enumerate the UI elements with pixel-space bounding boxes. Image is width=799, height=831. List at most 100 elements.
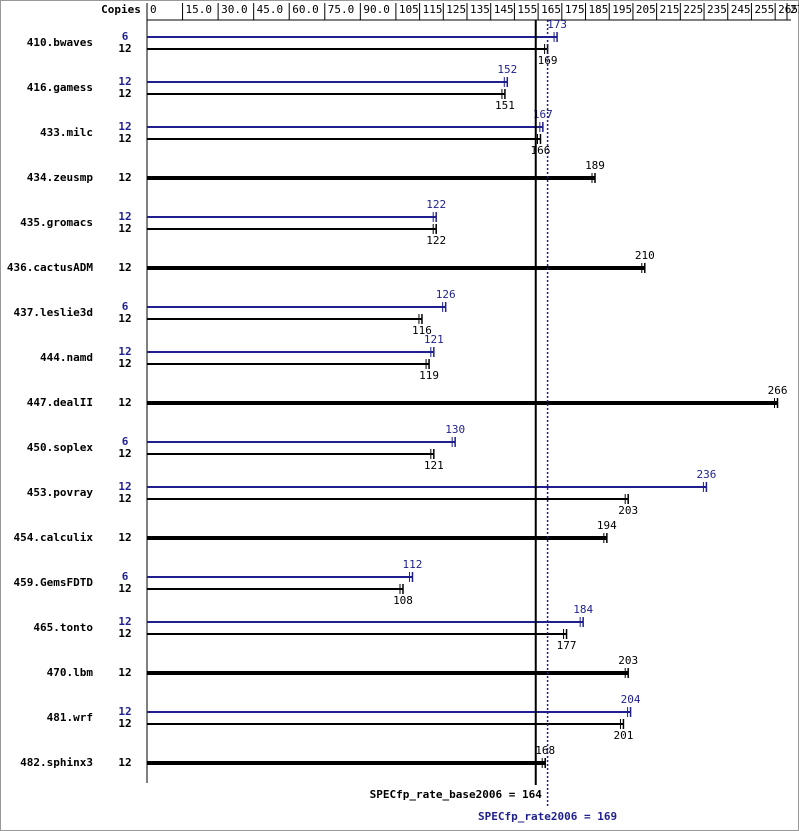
value-label: 184 (573, 603, 593, 616)
benchmark-label: 465.tonto (33, 621, 93, 634)
copies-label: 12 (118, 87, 131, 100)
x-tick-label: 60.0 (292, 3, 319, 16)
value-label: 119 (419, 369, 439, 382)
x-tick-label: 45.0 (257, 3, 284, 16)
x-tick-label: 90.0 (363, 3, 390, 16)
copies-label: 12 (118, 261, 131, 274)
value-label: 194 (597, 519, 617, 532)
x-tick-label: 175 (565, 3, 585, 16)
value-label: 203 (618, 654, 638, 667)
x-tick-label: 75.0 (328, 3, 355, 16)
copies-label: 12 (118, 222, 131, 235)
value-label: 204 (621, 693, 641, 706)
benchmark-label: 470.lbm (47, 666, 94, 679)
x-tick-label: 145 (494, 3, 514, 16)
x-tick-label: 185 (589, 3, 609, 16)
value-label: 189 (585, 159, 605, 172)
value-label: 151 (495, 99, 515, 112)
benchmark-label: 434.zeusmp (27, 171, 94, 184)
x-tick-label: 265 (778, 3, 798, 16)
benchmark-label: 410.bwaves (27, 36, 93, 49)
x-tick-label: 235 (707, 3, 727, 16)
value-label: 122 (426, 198, 446, 211)
summary-label: SPECfp_rate2006 = 169 (478, 810, 617, 823)
x-tick-label: 245 (731, 3, 751, 16)
benchmark-label: 481.wrf (47, 711, 93, 724)
benchmark-label: 450.soplex (27, 441, 94, 454)
copies-label: 12 (118, 666, 131, 679)
copies-label: 12 (118, 171, 131, 184)
copies-label: 12 (118, 480, 131, 493)
x-tick-label: 30.0 (221, 3, 248, 16)
copies-label: 12 (118, 120, 131, 133)
copies-label: 12 (118, 312, 131, 325)
value-label: 152 (497, 63, 517, 76)
x-tick-label: 0 (150, 3, 157, 16)
benchmark-label: 416.gamess (27, 81, 93, 94)
copies-label: 12 (118, 357, 131, 370)
x-tick-label: 255 (754, 3, 774, 16)
summary-label: SPECfp_rate_base2006 = 164 (370, 788, 543, 801)
benchmark-label: 433.milc (40, 126, 93, 139)
copies-label: 12 (118, 396, 131, 409)
x-tick-label: 135 (470, 3, 490, 16)
copies-label: 12 (118, 717, 131, 730)
copies-label: 12 (118, 531, 131, 544)
copies-label: 6 (122, 570, 129, 583)
x-tick-label: 205 (636, 3, 656, 16)
value-label: 173 (547, 18, 567, 31)
benchmark-label: 454.calculix (14, 531, 94, 544)
value-label: 108 (393, 594, 413, 607)
value-label: 130 (445, 423, 465, 436)
benchmark-label: 437.leslie3d (14, 306, 93, 319)
x-tick-label: 125 (446, 3, 466, 16)
value-label: 121 (424, 333, 444, 346)
copies-label: 12 (118, 627, 131, 640)
copies-header: Copies (101, 3, 141, 16)
x-tick-label: 270 (790, 3, 799, 16)
x-tick-label: 215 (660, 3, 680, 16)
x-tick-label: 105 (399, 3, 419, 16)
copies-label: 6 (122, 300, 129, 313)
value-label: 168 (535, 744, 555, 757)
benchmark-label: 453.povray (27, 486, 94, 499)
copies-label: 12 (118, 492, 131, 505)
value-label: 122 (426, 234, 446, 247)
benchmark-label: 435.gromacs (20, 216, 93, 229)
x-tick-label: 15.0 (186, 3, 213, 16)
copies-label: 6 (122, 30, 129, 43)
copies-label: 12 (118, 132, 131, 145)
value-label: 236 (696, 468, 716, 481)
value-label: 112 (403, 558, 423, 571)
x-tick-label: 165 (541, 3, 561, 16)
benchmark-label: 447.dealII (27, 396, 93, 409)
copies-label: 12 (118, 705, 131, 718)
benchmark-label: 459.GemsFDTD (14, 576, 94, 589)
copies-label: 12 (118, 345, 131, 358)
copies-label: 12 (118, 75, 131, 88)
x-tick-label: 195 (612, 3, 632, 16)
copies-label: 12 (118, 582, 131, 595)
benchmark-label: 436.cactusADM (7, 261, 93, 274)
copies-label: 12 (118, 42, 131, 55)
value-label: 266 (768, 384, 788, 397)
copies-label: 6 (122, 435, 129, 448)
value-label: 177 (557, 639, 577, 652)
x-tick-label: 155 (517, 3, 537, 16)
copies-label: 12 (118, 210, 131, 223)
value-label: 210 (635, 249, 655, 262)
copies-label: 12 (118, 615, 131, 628)
x-tick-label: 225 (683, 3, 703, 16)
value-label: 121 (424, 459, 444, 472)
value-label: 116 (412, 324, 432, 337)
value-label: 203 (618, 504, 638, 517)
copies-label: 12 (118, 756, 131, 769)
copies-label: 12 (118, 447, 131, 460)
benchmark-label: 444.namd (40, 351, 93, 364)
x-tick-label: 115 (423, 3, 443, 16)
value-label: 201 (614, 729, 634, 742)
value-label: 126 (436, 288, 456, 301)
benchmark-label: 482.sphinx3 (20, 756, 93, 769)
